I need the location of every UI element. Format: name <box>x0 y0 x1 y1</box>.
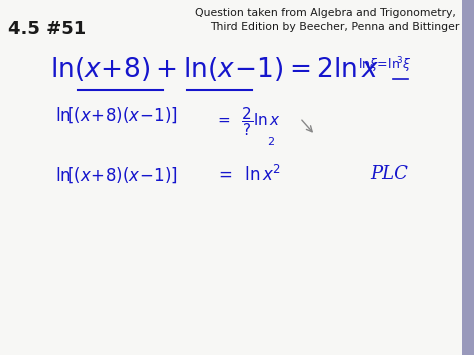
Text: $2$: $2$ <box>267 135 275 147</box>
Text: $\mathrm{ln}\!\left[(x\!+\!8)(x\!-\!1)\right]$: $\mathrm{ln}\!\left[(x\!+\!8)(x\!-\!1)\r… <box>55 105 178 125</box>
Text: Third Edition by Beecher, Penna and Bittinger: Third Edition by Beecher, Penna and Bitt… <box>210 22 459 32</box>
Text: PLC: PLC <box>370 165 408 183</box>
Text: Question taken from Algebra and Trigonometry,: Question taken from Algebra and Trigonom… <box>195 8 456 18</box>
Text: $=\;\;\dfrac{2}{?}\mathrm{ln}\,x$: $=\;\;\dfrac{2}{?}\mathrm{ln}\,x$ <box>215 105 281 138</box>
FancyBboxPatch shape <box>0 0 462 355</box>
Text: $=\;\;\mathrm{ln}\,x^{2}$: $=\;\;\mathrm{ln}\,x^{2}$ <box>215 165 281 185</box>
Text: $\mathrm{ln}\!\left[(x\!+\!8)(x\!-\!1)\right]$: $\mathrm{ln}\!\left[(x\!+\!8)(x\!-\!1)\r… <box>55 165 178 185</box>
Text: $\ln\!\xi\!=\!\ln^{\!\!3}\!\xi$: $\ln\!\xi\!=\!\ln^{\!\!3}\!\xi$ <box>358 55 411 75</box>
Text: $\ln(x\!+\!8)+\ln(x\!-\!1)=2\ln x$: $\ln(x\!+\!8)+\ln(x\!-\!1)=2\ln x$ <box>50 55 379 83</box>
Text: 4.5 #51: 4.5 #51 <box>8 20 86 38</box>
FancyBboxPatch shape <box>462 0 474 355</box>
